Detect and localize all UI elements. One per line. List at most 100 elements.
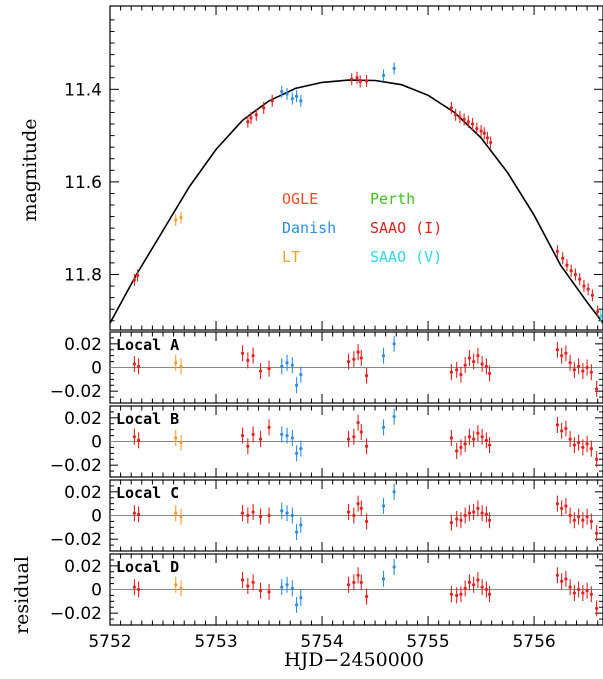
legend-entry: Perth — [370, 190, 415, 208]
data-point — [381, 504, 386, 508]
data-point — [392, 415, 396, 419]
data-point — [476, 506, 480, 510]
x-tick-label: 5756 — [512, 632, 555, 652]
data-point — [267, 367, 271, 371]
data-point — [280, 585, 284, 589]
data-point — [280, 432, 284, 436]
data-point — [484, 364, 488, 368]
data-point — [135, 273, 140, 277]
data-point — [467, 435, 472, 439]
residual-panel: Local C 0.02 0 −0.02 — [50, 479, 603, 552]
data-point — [555, 348, 560, 352]
data-point — [476, 354, 480, 358]
data-point — [258, 369, 263, 373]
x-tick-label: 5753 — [194, 632, 237, 652]
data-point — [589, 592, 593, 596]
data-point — [449, 370, 453, 374]
data-point — [280, 90, 284, 94]
data-point — [463, 363, 467, 367]
data-point — [381, 577, 386, 581]
residual-panel: Local A 0.02 0 −0.02 — [50, 331, 603, 404]
data-point — [480, 585, 484, 589]
data-point — [356, 420, 360, 425]
data-point — [294, 94, 299, 98]
data-point — [280, 364, 284, 368]
y-tick-label: 11.8 — [64, 265, 102, 285]
data-point — [472, 510, 476, 514]
panel-label: Local D — [116, 558, 179, 576]
data-point — [455, 368, 459, 372]
data-point — [254, 113, 258, 117]
legend-entry: SAAO (V) — [370, 248, 442, 266]
data-point — [463, 513, 467, 518]
data-point — [174, 361, 178, 365]
data-point — [174, 511, 178, 515]
data-point — [179, 515, 183, 519]
data-point — [290, 96, 294, 101]
y-tick-label: −0.02 — [50, 530, 102, 550]
data-point — [132, 585, 136, 589]
data-point — [595, 531, 599, 535]
data-point — [240, 351, 245, 355]
data-point — [246, 584, 250, 588]
y-tick-label: 11.6 — [64, 173, 102, 193]
x-tick-label: 5752 — [88, 632, 131, 652]
data-point — [392, 490, 396, 494]
data-point — [585, 442, 589, 446]
y-tick-label: 0.02 — [64, 483, 102, 503]
panel-label: Local B — [116, 410, 179, 428]
data-point — [573, 272, 578, 277]
data-point — [350, 77, 354, 81]
data-point — [459, 592, 463, 596]
data-point — [560, 354, 564, 358]
data-point — [258, 437, 263, 441]
data-point — [132, 362, 136, 366]
data-point — [359, 580, 363, 585]
data-point — [251, 354, 255, 358]
legend-entry: OGLE — [282, 190, 318, 208]
data-point — [459, 518, 463, 522]
data-point — [280, 509, 284, 513]
data-point — [137, 364, 141, 368]
data-point — [285, 583, 289, 587]
data-point — [555, 423, 560, 427]
y-tick-label: 0 — [91, 433, 102, 453]
data-point — [577, 364, 581, 368]
data-point — [251, 580, 255, 585]
data-point — [381, 73, 386, 78]
data-point — [352, 580, 356, 585]
data-point — [392, 565, 396, 569]
data-point — [352, 513, 356, 518]
data-point — [467, 356, 472, 360]
data-point — [449, 436, 453, 440]
data-point — [299, 447, 303, 451]
data-point — [346, 437, 351, 441]
legend-entry: LT — [282, 248, 300, 266]
data-point — [568, 437, 572, 441]
data-point — [270, 99, 274, 103]
data-point — [251, 432, 255, 436]
residual-panel: Local D 0.02 0 −0.02 5752 5753 5754 5755 5756 — [50, 553, 603, 652]
data-point — [572, 443, 576, 447]
data-point — [577, 441, 581, 445]
data-point — [299, 99, 303, 103]
data-point — [352, 357, 356, 361]
data-point — [555, 502, 560, 506]
data-point — [294, 603, 299, 607]
data-point — [599, 314, 603, 318]
data-point — [568, 513, 572, 518]
data-point — [179, 364, 183, 368]
data-point — [179, 215, 183, 220]
data-point — [346, 583, 351, 587]
data-point — [364, 519, 369, 524]
data-point — [179, 586, 183, 590]
panel-label: Local A — [116, 336, 179, 354]
data-point — [246, 444, 250, 448]
data-point — [484, 512, 488, 516]
data-point — [246, 358, 250, 362]
data-point — [285, 361, 289, 365]
data-point — [359, 356, 363, 360]
data-point — [480, 362, 484, 366]
data-point — [581, 445, 585, 450]
